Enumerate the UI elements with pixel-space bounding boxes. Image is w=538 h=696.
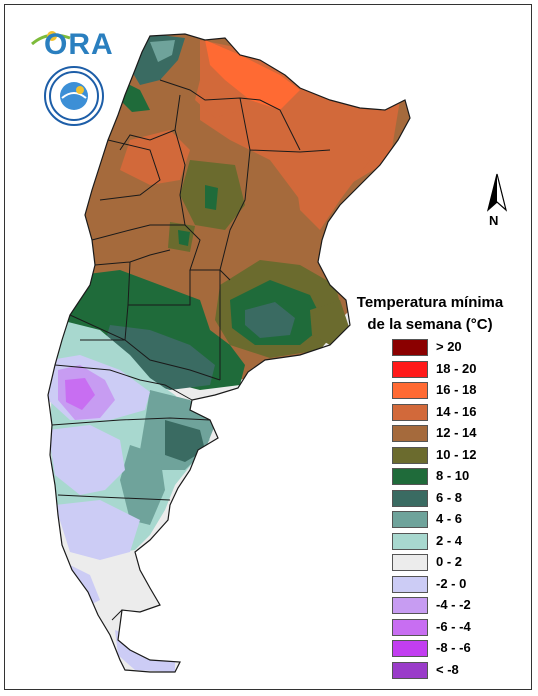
legend-swatch [392,661,428,679]
legend-label: 2 - 4 [436,532,463,548]
north-arrow-icon [486,173,508,212]
legend-item: 14 - 16 [392,401,532,423]
ora-logo-text: ORA [44,28,114,61]
legend-label: 6 - 8 [436,489,463,505]
legend-item: -2 - 0 [392,573,532,595]
legend-item: -4 - -2 [392,594,532,616]
legend-item: 8 - 10 [392,465,532,487]
legend-item: 6 - 8 [392,487,532,509]
legend-item: 12 - 14 [392,422,532,444]
legend-swatch [392,511,428,528]
legend-swatch [392,446,428,464]
north-label: N [489,213,499,228]
legend-item: 10 - 12 [392,444,532,466]
legend-swatch [392,468,428,485]
legend-swatch [392,360,428,378]
legend-item: < -8 [392,659,532,681]
legend-label: < -8 [436,661,459,677]
legend-label: 10 - 12 [436,446,477,462]
legend-item: -6 - -4 [392,616,532,638]
legend-swatch [392,575,428,593]
legend-label: 18 - 20 [436,360,477,376]
legend-label: -8 - -6 [436,640,471,655]
temperature-zones [48,34,410,672]
weather-service-seal [44,66,104,126]
legend-swatch [392,597,428,614]
legend-swatch [392,618,428,636]
legend-item: > 20 [392,336,532,358]
legend-swatch [392,382,428,399]
legend-swatch [392,640,428,657]
legend-item: -8 - -6 [392,637,532,659]
legend-label: 14 - 16 [436,403,477,419]
legend-label: 0 - 2 [436,554,463,569]
legend-title-line2: de la semana (°C) [367,316,493,333]
legend-item: 16 - 18 [392,379,532,401]
legend-label: -6 - -4 [436,618,471,634]
legend-swatch [392,425,428,442]
legend-label: -2 - 0 [436,575,467,591]
legend-title: Temperatura mínima de la semana (°C) [330,292,530,336]
legend-swatch [392,403,428,421]
legend-label: 12 - 14 [436,425,477,440]
ora-swoosh-icon [31,31,71,46]
legend-item: 2 - 4 [392,530,532,552]
legend-label: > 20 [436,339,462,354]
legend-title-line1: Temperatura mínima [356,294,504,311]
legend-swatch [392,532,428,550]
legend-label: 16 - 18 [436,382,477,397]
legend-label: -4 - -2 [436,597,471,612]
legend-swatch [392,489,428,507]
seal-emblem-icon [49,71,99,121]
legend-item: 4 - 6 [392,508,532,530]
legend-swatch [392,554,428,571]
province-borders [47,33,411,673]
legend-label: 8 - 10 [436,468,470,483]
legend-item: 0 - 2 [392,551,532,573]
legend-label: 4 - 6 [436,511,463,526]
legend-swatch [392,339,428,356]
legend-item: 18 - 20 [392,358,532,380]
